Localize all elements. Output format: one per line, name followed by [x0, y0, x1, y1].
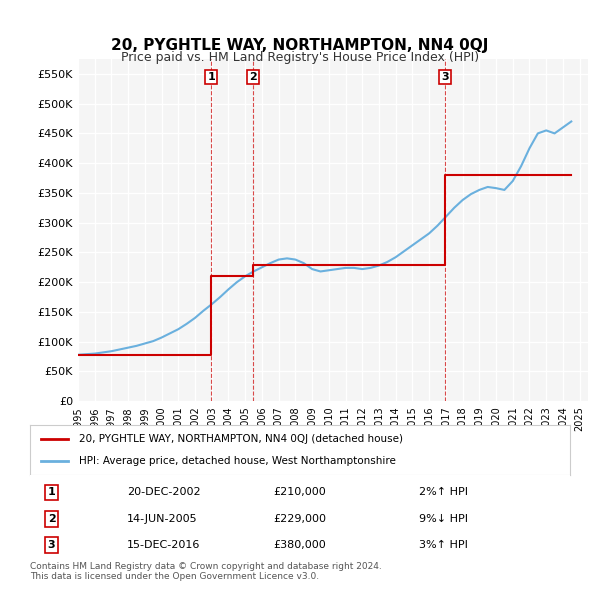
Text: 9%↓ HPI: 9%↓ HPI	[419, 514, 468, 524]
Text: 1: 1	[208, 72, 215, 82]
Text: HPI: Average price, detached house, West Northamptonshire: HPI: Average price, detached house, West…	[79, 456, 395, 466]
Text: 3: 3	[442, 72, 449, 82]
Text: This data is licensed under the Open Government Licence v3.0.: This data is licensed under the Open Gov…	[30, 572, 319, 581]
Text: 20, PYGHTLE WAY, NORTHAMPTON, NN4 0QJ (detached house): 20, PYGHTLE WAY, NORTHAMPTON, NN4 0QJ (d…	[79, 434, 403, 444]
Text: 20-DEC-2002: 20-DEC-2002	[127, 487, 201, 497]
Text: 14-JUN-2005: 14-JUN-2005	[127, 514, 198, 524]
Text: £380,000: £380,000	[273, 540, 326, 550]
Text: 15-DEC-2016: 15-DEC-2016	[127, 540, 200, 550]
Text: 3: 3	[48, 540, 55, 550]
Text: £229,000: £229,000	[273, 514, 326, 524]
Text: Price paid vs. HM Land Registry's House Price Index (HPI): Price paid vs. HM Land Registry's House …	[121, 51, 479, 64]
Text: 20, PYGHTLE WAY, NORTHAMPTON, NN4 0QJ: 20, PYGHTLE WAY, NORTHAMPTON, NN4 0QJ	[112, 38, 488, 53]
Text: 2: 2	[249, 72, 257, 82]
Text: Contains HM Land Registry data © Crown copyright and database right 2024.: Contains HM Land Registry data © Crown c…	[30, 562, 382, 571]
Text: £210,000: £210,000	[273, 487, 326, 497]
Text: 3%↑ HPI: 3%↑ HPI	[419, 540, 467, 550]
Text: 2: 2	[48, 514, 55, 524]
Text: 2%↑ HPI: 2%↑ HPI	[419, 487, 468, 497]
Text: 1: 1	[48, 487, 55, 497]
